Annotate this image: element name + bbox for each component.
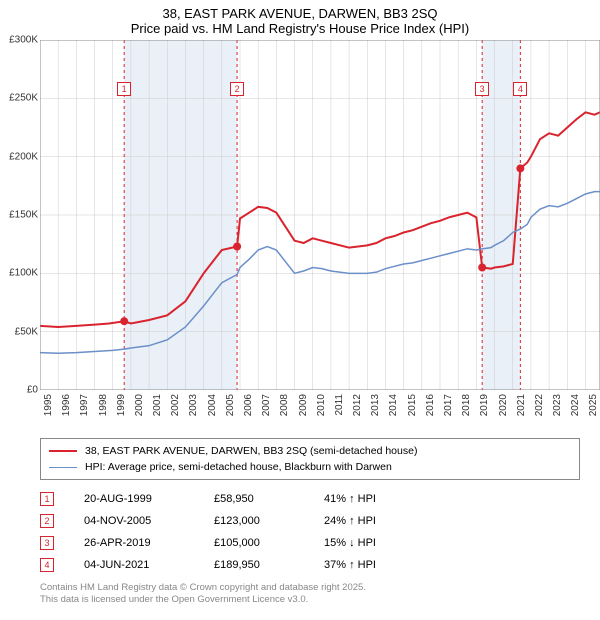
table-price: £123,000 (214, 515, 324, 527)
x-axis-label: 2019 (479, 394, 490, 416)
table-hpi: 41% ↑ HPI (324, 493, 414, 505)
table-marker: 3 (40, 536, 54, 550)
x-axis-label: 2021 (516, 394, 527, 416)
legend-swatch (49, 467, 77, 468)
y-axis-label: £150K (9, 210, 38, 221)
table-row: 2 04-NOV-2005£123,00024% ↑ HPI (40, 510, 580, 532)
x-axis-label: 1999 (116, 394, 127, 416)
sale-marker-3: 3 (475, 82, 489, 96)
table-hpi: 15% ↓ HPI (324, 537, 414, 549)
table-hpi: 37% ↑ HPI (324, 559, 414, 571)
footer-line1: Contains HM Land Registry data © Crown c… (40, 582, 580, 594)
x-axis-label: 2025 (588, 394, 599, 416)
x-axis-label: 2003 (188, 394, 199, 416)
x-axis-label: 2020 (498, 394, 509, 416)
x-axis-label: 2017 (443, 394, 454, 416)
sale-marker-2: 2 (230, 82, 244, 96)
legend-swatch (49, 450, 77, 452)
table-price: £58,950 (214, 493, 324, 505)
x-axis-label: 2005 (225, 394, 236, 416)
x-axis-label: 2000 (134, 394, 145, 416)
table-price: £105,000 (214, 537, 324, 549)
x-axis-label: 2022 (534, 394, 545, 416)
table-row: 1 20-AUG-1999£58,95041% ↑ HPI (40, 488, 580, 510)
x-axis-label: 2002 (170, 394, 181, 416)
footer-attribution: Contains HM Land Registry data © Crown c… (40, 582, 580, 607)
table-hpi: 24% ↑ HPI (324, 515, 414, 527)
legend-label: 38, EAST PARK AVENUE, DARWEN, BB3 2SQ (s… (85, 445, 417, 457)
chart-area: £0£50K£100K£150K£200K£250K£300K199519961… (40, 40, 600, 390)
y-axis-label: £250K (9, 93, 38, 104)
y-axis-label: £0 (27, 385, 38, 396)
x-axis-label: 1998 (98, 394, 109, 416)
x-axis-label: 2009 (298, 394, 309, 416)
x-axis-label: 1996 (61, 394, 72, 416)
x-axis-label: 2013 (370, 394, 381, 416)
x-axis-label: 2015 (407, 394, 418, 416)
x-axis-label: 1995 (43, 394, 54, 416)
table-row: 4 04-JUN-2021£189,95037% ↑ HPI (40, 554, 580, 576)
y-axis-label: £200K (9, 151, 38, 162)
x-axis-label: 2008 (279, 394, 290, 416)
x-axis-label: 2007 (261, 394, 272, 416)
table-marker: 1 (40, 492, 54, 506)
x-axis-label: 2016 (425, 394, 436, 416)
x-axis-label: 2014 (388, 394, 399, 416)
x-axis-label: 1997 (79, 394, 90, 416)
table-marker: 2 (40, 514, 54, 528)
y-axis-label: £50K (15, 326, 38, 337)
x-axis-label: 2024 (570, 394, 581, 416)
sale-marker-4: 4 (513, 82, 527, 96)
sales-table: 1 20-AUG-1999£58,95041% ↑ HPI 2 04-NOV-2005… (40, 488, 580, 576)
table-date: 04-JUN-2021 (84, 559, 214, 571)
x-axis-label: 2011 (334, 394, 345, 416)
x-axis-label: 2010 (316, 394, 327, 416)
legend-item: 38, EAST PARK AVENUE, DARWEN, BB3 2SQ (s… (49, 443, 571, 459)
x-axis-label: 2012 (352, 394, 363, 416)
table-date: 20-AUG-1999 (84, 493, 214, 505)
x-axis-label: 2018 (461, 394, 472, 416)
chart-title-address: 38, EAST PARK AVENUE, DARWEN, BB3 2SQ (0, 0, 600, 21)
table-marker: 4 (40, 558, 54, 572)
footer-line2: This data is licensed under the Open Gov… (40, 594, 580, 606)
sale-marker-1: 1 (117, 82, 131, 96)
x-axis-label: 2006 (243, 394, 254, 416)
x-axis-label: 2004 (207, 394, 218, 416)
legend-item: HPI: Average price, semi-detached house,… (49, 459, 571, 475)
table-row: 3 26-APR-2019£105,00015% ↓ HPI (40, 532, 580, 554)
legend-label: HPI: Average price, semi-detached house,… (85, 461, 392, 473)
table-date: 04-NOV-2005 (84, 515, 214, 527)
chart-title-subtitle: Price paid vs. HM Land Registry's House … (0, 21, 600, 40)
y-axis-label: £300K (9, 35, 38, 46)
y-axis-label: £100K (9, 268, 38, 279)
legend: 38, EAST PARK AVENUE, DARWEN, BB3 2SQ (s… (40, 438, 580, 480)
table-date: 26-APR-2019 (84, 537, 214, 549)
x-axis-label: 2001 (152, 394, 163, 416)
x-axis-label: 2023 (552, 394, 563, 416)
table-price: £189,950 (214, 559, 324, 571)
